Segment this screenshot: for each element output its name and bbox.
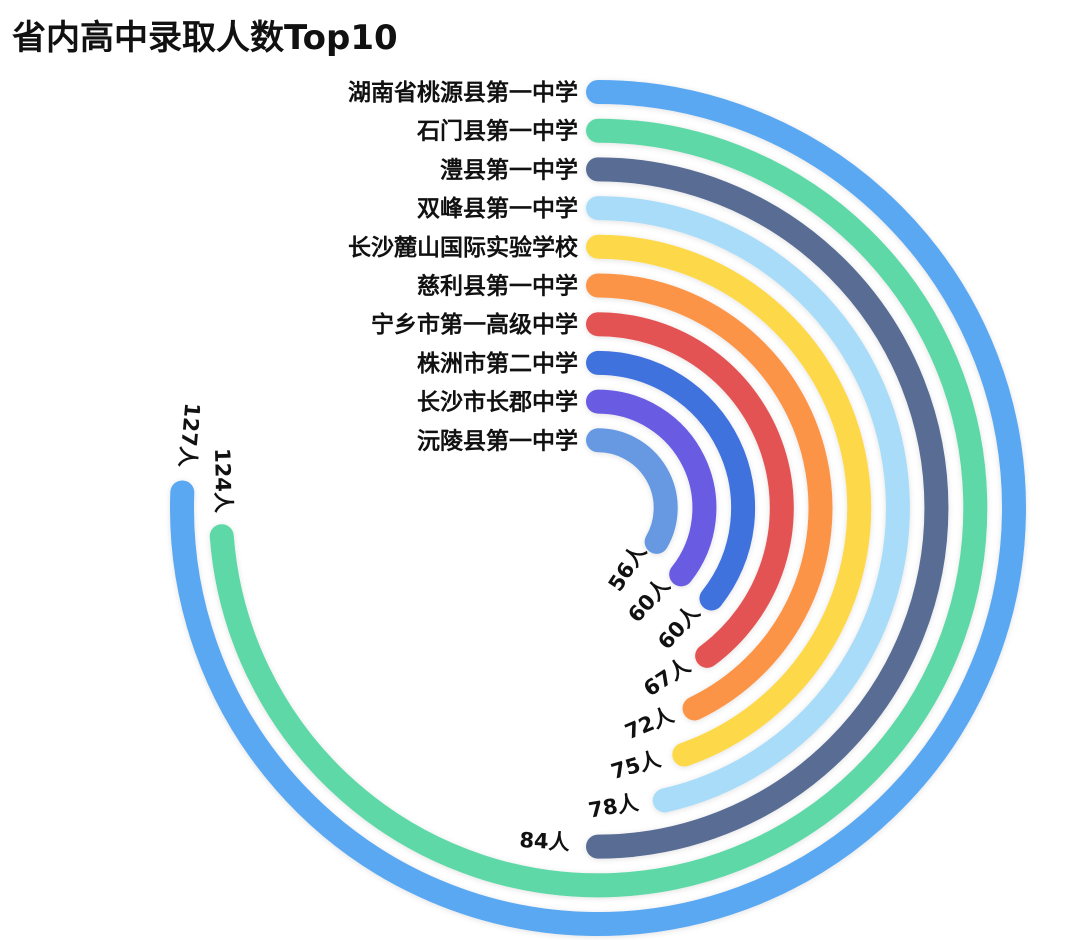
value-label: 78人 [587, 790, 641, 822]
bar-arc [586, 350, 756, 611]
bar-arc [586, 389, 717, 587]
bar-arc [586, 196, 910, 813]
value-label: 75人 [608, 747, 663, 784]
category-label: 长沙麓山国际实验学校 [348, 234, 579, 261]
bar-arc [586, 273, 833, 721]
category-label: 双峰县第一中学 [417, 195, 578, 222]
category-label: 湖南省桃源县第一中学 [348, 79, 578, 106]
value-label: 72人 [622, 703, 678, 745]
bar-arc [586, 428, 678, 554]
bar-arc [586, 312, 794, 668]
value-label: 124人 [210, 448, 235, 513]
category-label: 株洲市第二中学 [417, 350, 578, 377]
value-label: 67人 [639, 653, 694, 701]
value-label: 127人 [175, 402, 205, 469]
bar-arc [586, 234, 872, 767]
category-label: 石门县第一中学 [416, 118, 578, 145]
bar-arc [170, 80, 1026, 936]
category-label: 沅陵县第一中学 [417, 427, 578, 454]
bar-arc [586, 157, 949, 859]
bar-arc [209, 118, 988, 898]
category-label: 慈利县第一中学 [417, 273, 578, 300]
chart-title: 省内高中录取人数Top10 [12, 18, 398, 58]
value-label: 60人 [653, 601, 704, 655]
category-label: 澧县第一中学 [440, 156, 578, 183]
category-label: 长沙市长郡中学 [417, 389, 578, 416]
category-label: 宁乡市第一高级中学 [371, 311, 578, 338]
value-label: 84人 [519, 828, 570, 855]
